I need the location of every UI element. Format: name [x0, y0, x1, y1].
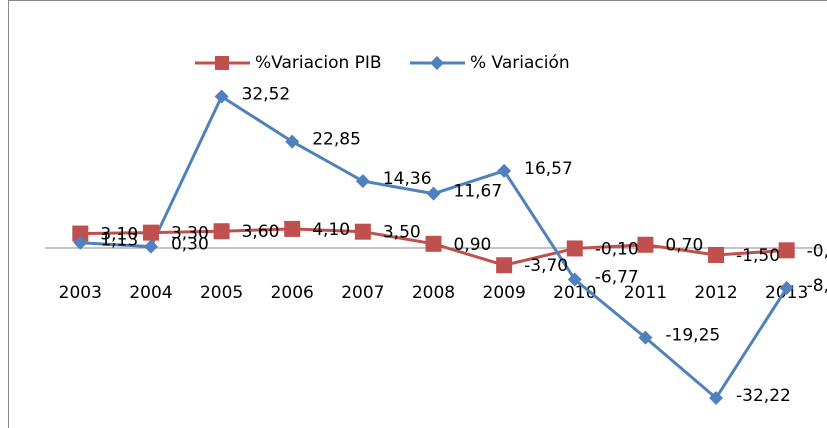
point-marker	[354, 223, 371, 240]
x-tick-label: 2008	[412, 283, 455, 303]
data-label: 3,10	[100, 225, 138, 245]
x-tick-label: 2007	[341, 283, 384, 303]
point-marker	[566, 240, 583, 257]
x-tick-label: 2004	[129, 283, 172, 303]
x-tick-label: 2006	[271, 283, 314, 303]
data-label: 0,30	[171, 235, 209, 255]
x-tick-label: 2011	[624, 283, 667, 303]
data-label: 11,67	[454, 182, 503, 202]
legend-marker	[215, 56, 229, 70]
data-label: -19,25	[665, 326, 720, 346]
point-marker	[213, 223, 230, 240]
legend-label: %Variacion PIB	[255, 53, 382, 73]
x-tick-label: 2009	[483, 283, 526, 303]
point-marker	[778, 242, 795, 259]
data-label: 3,50	[383, 223, 421, 243]
data-label: -32,22	[736, 386, 791, 406]
point-marker	[779, 281, 794, 296]
data-label: 0,70	[665, 236, 703, 256]
point-marker	[425, 235, 442, 252]
point-marker	[638, 330, 653, 345]
data-label: 1,13	[100, 231, 138, 251]
data-label: -0,50	[807, 241, 827, 261]
point-marker	[426, 186, 441, 201]
x-tick-label: 2012	[694, 283, 737, 303]
point-marker	[73, 235, 88, 250]
data-label: -0,10	[595, 239, 639, 259]
data-label: 3,30	[171, 224, 209, 244]
data-label: 32,52	[242, 85, 291, 105]
point-marker	[355, 174, 370, 189]
data-label: -3,70	[524, 256, 568, 276]
legend-marker	[430, 56, 444, 70]
point-marker	[496, 257, 513, 274]
point-marker	[497, 163, 512, 178]
point-marker	[142, 224, 159, 241]
point-marker	[708, 246, 725, 263]
point-marker	[567, 272, 582, 287]
data-label: 3,60	[242, 222, 280, 242]
x-tick-label: 2003	[59, 283, 102, 303]
chart-frame	[8, 0, 827, 428]
data-label: -1,50	[736, 246, 780, 266]
legend-label: % Variación	[470, 53, 570, 73]
point-marker	[709, 391, 724, 406]
point-marker	[285, 134, 300, 149]
data-label: 4,10	[312, 220, 350, 240]
point-marker	[143, 239, 158, 254]
point-marker	[637, 236, 654, 253]
data-label: 22,85	[312, 130, 361, 150]
point-marker	[214, 89, 229, 104]
point-marker	[284, 220, 301, 237]
data-label: -8,59	[807, 276, 827, 296]
data-label: 16,57	[524, 159, 573, 179]
data-label: 0,90	[454, 235, 492, 255]
x-tick-label: 2005	[200, 283, 243, 303]
data-label: -6,77	[595, 268, 639, 288]
data-label: 14,36	[383, 169, 432, 189]
point-marker	[72, 225, 89, 242]
